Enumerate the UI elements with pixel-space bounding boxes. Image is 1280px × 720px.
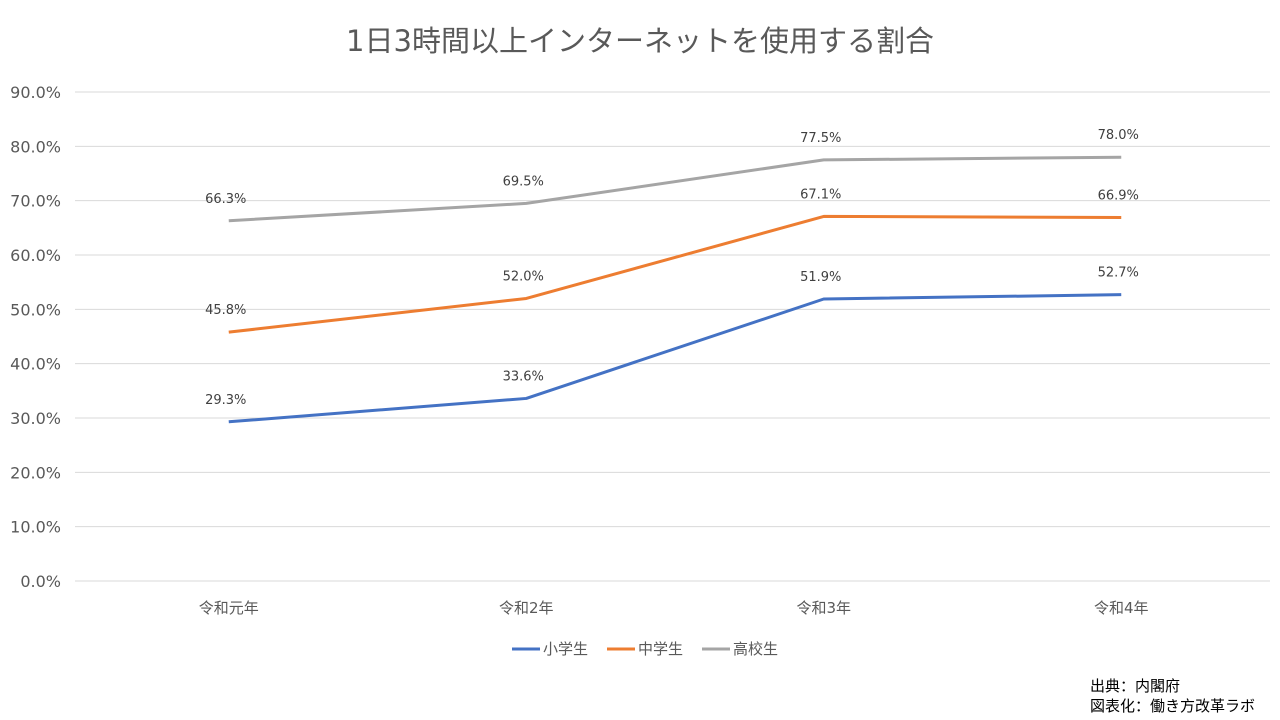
y-tick-label: 10.0%: [10, 518, 61, 537]
x-tick-label: 令和3年: [796, 599, 851, 617]
legend-label: 高校生: [733, 640, 778, 658]
source-note: 出典：内閣府 図表化：働き方改革ラボ: [1090, 676, 1255, 716]
data-label: 77.5%: [800, 131, 841, 146]
legend-label: 中学生: [638, 640, 683, 658]
data-label: 29.3%: [205, 393, 246, 408]
data-label: 45.8%: [205, 303, 246, 318]
chart-title: 1日3時間以上インターネットを使用する割合: [346, 24, 934, 58]
x-tick-label: 令和元年: [199, 599, 259, 617]
y-tick-label: 80.0%: [10, 137, 61, 156]
data-label: 78.0%: [1098, 128, 1139, 143]
y-tick-label: 50.0%: [10, 300, 61, 319]
credit-line: 図表化：働き方改革ラボ: [1090, 697, 1256, 715]
legend-label: 小学生: [543, 640, 588, 658]
y-tick-label: 30.0%: [10, 409, 61, 428]
data-label: 52.7%: [1098, 266, 1139, 281]
y-tick-label: 90.0%: [10, 83, 61, 102]
y-tick-label: 40.0%: [10, 355, 61, 374]
y-tick-label: 60.0%: [10, 246, 61, 265]
data-label: 33.6%: [503, 369, 544, 384]
y-tick-label: 70.0%: [10, 192, 61, 211]
y-tick-label: 20.0%: [10, 463, 61, 482]
x-tick-label: 令和2年: [499, 599, 554, 617]
data-label: 66.9%: [1098, 189, 1139, 204]
x-tick-label: 令和4年: [1094, 599, 1149, 617]
data-label: 66.3%: [205, 192, 246, 207]
data-label: 67.1%: [800, 187, 841, 202]
y-tick-label: 0.0%: [20, 572, 61, 591]
series-line-高校生: [228, 155, 1122, 223]
series-line-小学生: [228, 293, 1122, 424]
source-line: 出典：内閣府: [1090, 677, 1181, 695]
data-label: 52.0%: [503, 269, 544, 284]
data-label: 51.9%: [800, 270, 841, 285]
series-line-中学生: [228, 214, 1122, 334]
data-label: 69.5%: [503, 174, 544, 189]
